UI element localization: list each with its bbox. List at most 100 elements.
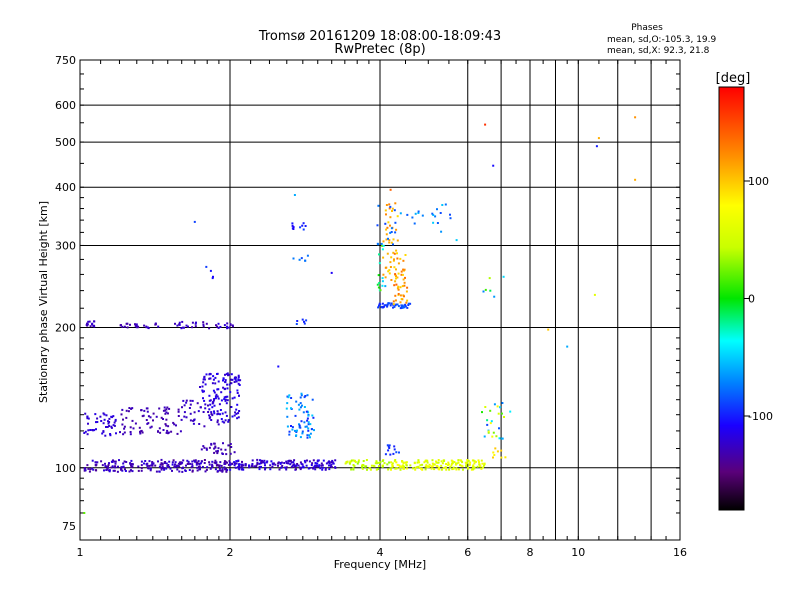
echo-point bbox=[242, 468, 245, 471]
echo-point bbox=[269, 464, 272, 467]
echo-point bbox=[452, 461, 455, 464]
echo-point bbox=[83, 467, 86, 470]
echo-point bbox=[389, 453, 392, 456]
echo-point bbox=[215, 461, 218, 464]
echo-point bbox=[106, 426, 109, 428]
echo-point bbox=[392, 300, 395, 303]
axis-ticks: 1 2 4 6 8 10 16 75 100 200 300 400 500 600 750 bbox=[55, 54, 687, 559]
echo-point bbox=[87, 320, 90, 323]
echo-point bbox=[290, 425, 292, 427]
echo-point bbox=[391, 463, 394, 466]
echo-point bbox=[134, 324, 137, 327]
echo-point bbox=[392, 259, 395, 262]
echo-point bbox=[108, 469, 111, 472]
echo-point bbox=[304, 461, 307, 464]
echo-point bbox=[378, 282, 381, 284]
echo-point bbox=[191, 321, 194, 324]
echo-point bbox=[201, 385, 204, 388]
echo-point bbox=[86, 323, 89, 326]
echo-point bbox=[380, 242, 383, 245]
echo-point bbox=[230, 446, 233, 448]
echo-point bbox=[277, 464, 279, 467]
echo-point bbox=[304, 225, 307, 227]
echo-point bbox=[406, 213, 409, 216]
echo-point bbox=[205, 322, 208, 325]
echo-point bbox=[205, 447, 208, 450]
chart-title: Tromsø 20161209 18:08:00-18:09:43 bbox=[258, 29, 501, 44]
echo-point bbox=[165, 431, 168, 434]
echo-point bbox=[331, 459, 334, 462]
echo-point bbox=[101, 432, 104, 435]
echo-point bbox=[409, 302, 412, 305]
echo-point bbox=[110, 415, 113, 418]
echo-point bbox=[240, 465, 243, 468]
echo-point bbox=[241, 467, 244, 470]
echo-point bbox=[478, 461, 480, 464]
echo-point bbox=[225, 395, 227, 398]
echo-point bbox=[223, 462, 226, 464]
echo-point bbox=[159, 463, 162, 466]
echo-point bbox=[396, 467, 399, 470]
echo-point bbox=[389, 216, 392, 219]
echo-point bbox=[231, 462, 234, 465]
echo-point bbox=[357, 461, 360, 463]
echo-point bbox=[394, 294, 397, 297]
echo-point bbox=[238, 410, 241, 412]
echo-point bbox=[291, 428, 294, 431]
echo-point bbox=[167, 425, 170, 428]
echo-point bbox=[237, 374, 240, 377]
echo-point bbox=[177, 415, 180, 417]
echo-point bbox=[279, 462, 282, 464]
echo-point bbox=[165, 408, 168, 411]
echo-point bbox=[378, 253, 380, 256]
echo-point bbox=[209, 403, 212, 406]
echo-point bbox=[402, 278, 405, 281]
echo-point bbox=[164, 409, 166, 412]
echo-point bbox=[271, 465, 274, 468]
echo-point bbox=[234, 466, 237, 469]
echo-point bbox=[236, 417, 239, 420]
echo-point bbox=[110, 466, 113, 469]
echo-point bbox=[155, 415, 158, 418]
echo-point bbox=[214, 445, 217, 448]
echo-point bbox=[107, 465, 109, 468]
echo-point bbox=[468, 464, 471, 467]
echo-point bbox=[217, 388, 220, 391]
echo-point bbox=[357, 459, 360, 462]
echo-point bbox=[389, 188, 392, 191]
echo-point bbox=[424, 465, 427, 468]
echo-point bbox=[225, 467, 227, 470]
echo-point bbox=[403, 268, 406, 271]
echo-point bbox=[181, 320, 184, 323]
echo-point bbox=[148, 460, 151, 463]
echo-point bbox=[135, 323, 138, 326]
echo-point bbox=[313, 466, 316, 469]
echo-point bbox=[307, 421, 310, 424]
echo-point bbox=[452, 467, 455, 470]
echo-point bbox=[421, 463, 424, 466]
echo-point bbox=[84, 412, 87, 415]
echo-point bbox=[285, 460, 288, 463]
echo-point bbox=[141, 415, 144, 418]
echo-point bbox=[227, 444, 230, 447]
echo-point bbox=[328, 468, 331, 471]
echo-point bbox=[190, 466, 193, 469]
echo-point bbox=[112, 469, 115, 472]
echo-point bbox=[211, 382, 214, 385]
echo-point bbox=[150, 425, 153, 428]
echo-point bbox=[264, 468, 266, 471]
echo-point bbox=[496, 450, 499, 453]
echo-point bbox=[96, 417, 99, 420]
colorbar-tick-label: 0 bbox=[748, 293, 755, 306]
echo-point bbox=[208, 463, 211, 466]
echo-point bbox=[202, 378, 205, 381]
echo-point bbox=[87, 429, 90, 432]
echo-point bbox=[147, 467, 150, 470]
echo-point bbox=[195, 461, 198, 464]
echo-point bbox=[391, 465, 394, 468]
echo-point bbox=[224, 381, 227, 383]
echo-point bbox=[160, 462, 163, 465]
echo-point bbox=[393, 258, 395, 261]
echo-point bbox=[292, 257, 295, 260]
echo-point bbox=[160, 458, 163, 461]
